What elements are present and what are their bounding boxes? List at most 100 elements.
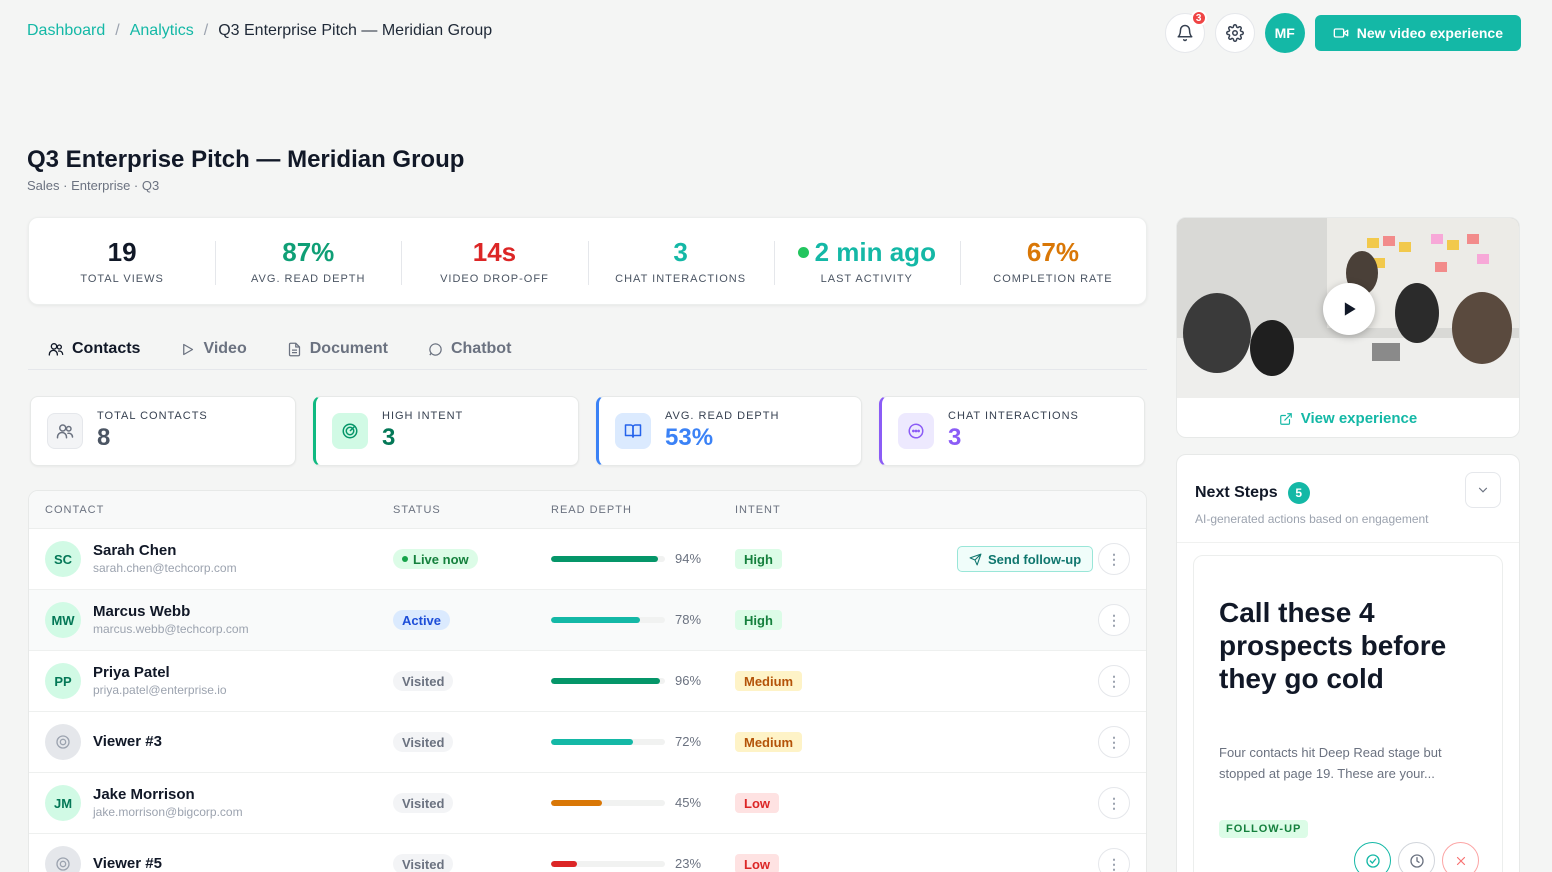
video-preview-card: View experience	[1176, 217, 1520, 438]
table-row[interactable]: Viewer #5 Visited 23% Low ⋮	[29, 834, 1146, 872]
breadcrumb-current: Q3 Enterprise Pitch — Meridian Group	[218, 22, 493, 39]
tab-contacts[interactable]: Contacts	[28, 330, 160, 368]
stat-icon-box	[615, 413, 651, 449]
new-video-experience-label: New video experience	[1356, 25, 1503, 41]
metric-value: 19	[107, 237, 137, 267]
more-vertical-icon: ⋮	[1107, 794, 1121, 811]
tab-chatbot[interactable]: Chatbot	[408, 330, 531, 368]
intent-badge: Low	[735, 854, 779, 872]
row-more-button[interactable]: ⋮	[1098, 604, 1130, 636]
bell-icon	[1177, 24, 1193, 42]
table-row[interactable]: Viewer #3 Visited 72% Medium ⋮	[29, 712, 1146, 773]
metric-label: TOTAL VIEWS	[80, 273, 164, 285]
next-steps-header: Next Steps 5	[1195, 482, 1310, 504]
table-row[interactable]: JM Jake Morrison jake.morrison@bigcorp.c…	[29, 773, 1146, 834]
table-row[interactable]: SC Sarah Chen sarah.chen@techcorp.com Li…	[29, 529, 1146, 590]
collapse-next-steps-button[interactable]	[1465, 472, 1501, 508]
user-avatar[interactable]: MF	[1264, 13, 1305, 53]
tab-label: Video	[203, 340, 247, 357]
read-depth-fill	[551, 861, 578, 867]
intent-badge: High	[735, 610, 782, 630]
document-icon	[288, 342, 300, 356]
metric-label: LAST ACTIVITY	[820, 273, 913, 285]
divider	[1177, 542, 1519, 543]
table-row[interactable]: PP Priya Patel priya.patel@enterprise.io…	[29, 651, 1146, 712]
metric-completion-rate: 67% COMPLETION RATE	[959, 237, 1146, 285]
status-badge: Active	[393, 610, 451, 630]
accept-step-button[interactable]	[1354, 842, 1391, 872]
dismiss-step-button[interactable]	[1442, 842, 1479, 872]
metric-value: 87%	[282, 237, 335, 267]
contact-name: Viewer #5	[93, 855, 162, 872]
status-label: Live now	[413, 551, 469, 567]
contact-email: marcus.webb@techcorp.com	[93, 622, 249, 636]
new-video-experience-button[interactable]: New video experience	[1314, 15, 1521, 51]
contact-avatar: JM	[45, 785, 81, 821]
breadcrumb-analytics-link[interactable]: Analytics	[129, 22, 194, 39]
anonymous-avatar	[45, 846, 81, 872]
play-button[interactable]	[1323, 283, 1375, 335]
metrics-summary: 19 TOTAL VIEWS 87% AVG. READ DEPTH 14s V…	[28, 217, 1147, 305]
metric-value: 14s	[472, 237, 517, 267]
read-depth-bar	[551, 556, 665, 562]
read-depth-fill	[551, 556, 659, 562]
column-header-read-depth[interactable]: READ DEPTH	[551, 504, 632, 516]
metric-value: 3	[673, 237, 688, 267]
stat-icon-box	[332, 413, 368, 449]
metric-read-depth: 87% AVG. READ DEPTH	[215, 237, 401, 285]
row-more-button[interactable]: ⋮	[1098, 665, 1130, 697]
tab-video[interactable]: Video	[160, 330, 266, 368]
tab-label: Contacts	[72, 340, 141, 357]
row-more-button[interactable]: ⋮	[1098, 543, 1130, 575]
snooze-step-button[interactable]	[1398, 842, 1435, 872]
stat-label: TOTAL CONTACTS	[97, 410, 208, 422]
live-dot-icon	[797, 246, 809, 258]
send-follow-up-button[interactable]: Send follow-up	[957, 546, 1094, 572]
row-more-button[interactable]: ⋮	[1098, 726, 1130, 758]
metric-label: AVG. READ DEPTH	[251, 273, 366, 285]
table-row[interactable]: MW Marcus Webb marcus.webb@techcorp.com …	[29, 590, 1146, 651]
read-depth-percent: 96%	[675, 673, 702, 688]
stat-card-chat-interactions: CHAT INTERACTIONS 3	[879, 396, 1145, 466]
metric-chat-interactions: 3 CHAT INTERACTIONS	[587, 237, 774, 285]
breadcrumb-dashboard-link[interactable]: Dashboard	[27, 22, 106, 39]
contact-name: Priya Patel	[93, 664, 170, 681]
breadcrumb-separator: /	[203, 22, 209, 39]
view-experience-link[interactable]: View experience	[1177, 398, 1519, 437]
column-header-status[interactable]: STATUS	[393, 504, 441, 516]
chat-icon	[908, 423, 924, 439]
view-experience-label: View experience	[1300, 410, 1418, 427]
settings-button[interactable]	[1214, 13, 1255, 53]
notifications-button[interactable]: 3	[1164, 10, 1207, 53]
contact-name: Sarah Chen	[93, 542, 177, 559]
intent-badge: High	[735, 549, 782, 569]
play-icon	[1344, 302, 1356, 316]
contact-email: jake.morrison@bigcorp.com	[93, 805, 243, 819]
tab-document[interactable]: Document	[267, 330, 408, 368]
row-more-button[interactable]: ⋮	[1098, 787, 1130, 819]
column-header-contact[interactable]: CONTACT	[45, 504, 105, 516]
stat-icon-box	[47, 413, 83, 449]
next-steps-subtitle: AI-generated actions based on engagement	[1195, 512, 1429, 526]
read-depth-percent: 78%	[675, 612, 702, 627]
stat-label: HIGH INTENT	[382, 410, 464, 422]
contact-name: Viewer #3	[93, 733, 162, 750]
chevron-down-icon	[1478, 487, 1488, 493]
read-depth-percent: 94%	[675, 551, 702, 566]
contact-name: Marcus Webb	[93, 603, 191, 620]
tab-label: Chatbot	[450, 340, 512, 357]
video-thumbnail[interactable]	[1177, 218, 1519, 398]
tab-bar: Contacts Video Document Chatbot	[28, 330, 1147, 370]
metric-label: COMPLETION RATE	[993, 273, 1113, 285]
column-header-intent[interactable]: INTENT	[735, 504, 781, 516]
tab-label: Document	[309, 340, 388, 357]
stat-card-avg-read-depth: AVG. READ DEPTH 53%	[596, 396, 862, 466]
row-more-button[interactable]: ⋮	[1098, 848, 1130, 872]
intent-badge: Low	[735, 793, 779, 813]
next-step-card[interactable]: Call these 4 prospects before they go co…	[1193, 555, 1503, 872]
metric-value: 67%	[1026, 237, 1079, 267]
status-badge: Live now	[393, 549, 478, 569]
table-header: CONTACT STATUS READ DEPTH INTENT	[29, 491, 1146, 529]
read-depth-percent: 45%	[675, 795, 702, 810]
next-step-description: Four contacts hit Deep Read stage but st…	[1219, 745, 1442, 781]
